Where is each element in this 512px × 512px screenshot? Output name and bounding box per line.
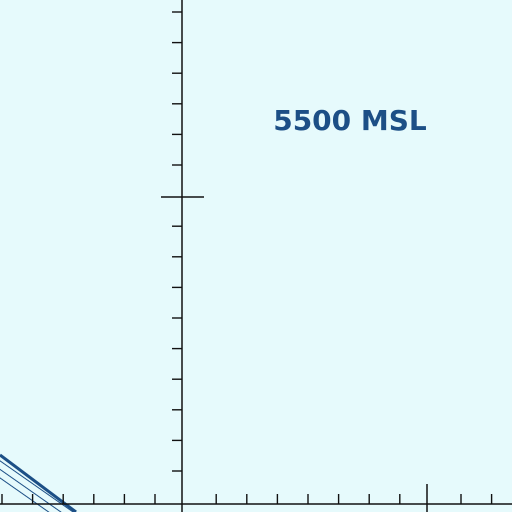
altitude-label: 5500 MSL	[273, 104, 427, 137]
parallel-minute-ticks	[1, 494, 493, 504]
meridian-minute-ticks	[172, 11, 182, 472]
